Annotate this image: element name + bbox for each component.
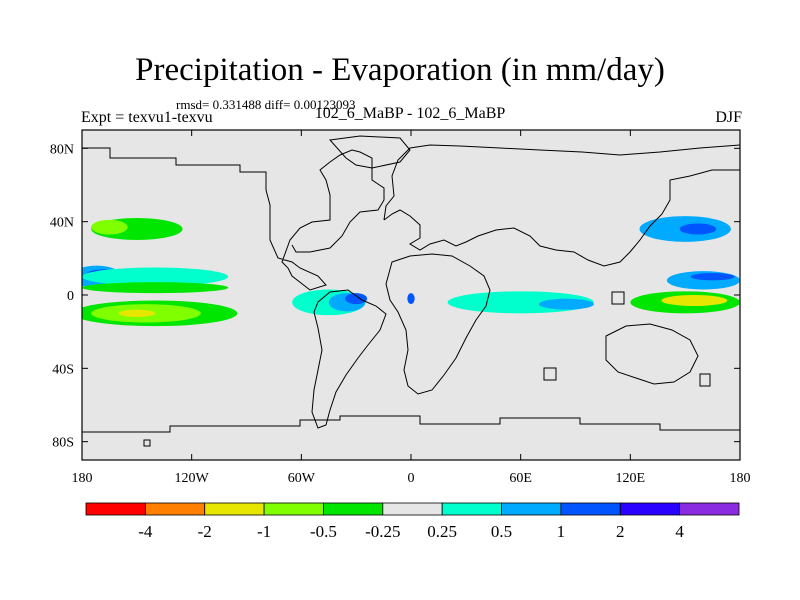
colorbar-label: -0.25: [365, 522, 400, 541]
region-north-pacific-midlat-dry-core: [91, 219, 128, 235]
x-tick-label: 180: [730, 471, 751, 486]
x-tick-label: 120E: [616, 471, 646, 486]
colorbar-swatch: [501, 502, 562, 516]
x-axis: 180 120W 60W 0 60E 120E 180: [72, 130, 751, 486]
coast-greenland: [329, 135, 411, 169]
coast-eurasia: [383, 144, 740, 267]
region-amazon-core: [345, 293, 368, 305]
x-tick-label: 60W: [288, 471, 316, 486]
colorbar-label: 0.25: [427, 522, 457, 541]
chart-title: Precipitation - Evaporation (in mm/day): [135, 52, 665, 88]
colorbar-label: 0.5: [491, 522, 512, 541]
contour-regions: [82, 216, 740, 327]
x-tick-label: 0: [408, 471, 415, 486]
season-label: DJF: [715, 109, 742, 126]
y-axis: 80N 40N 0 40S 80S: [50, 142, 740, 451]
y-tick-label: 80S: [52, 436, 74, 451]
stats-text: rmsd= 0.331488 diff= 0.00123093: [176, 97, 356, 112]
region-north-west-pacific-core: [679, 223, 717, 235]
region-north-pacific-band: [82, 267, 229, 286]
region-indian-ocean-core: [538, 298, 594, 310]
colorbar: -4 -2 -1 -0.5 -0.25 0.25 0.5 1 2 4: [85, 502, 740, 541]
case-name-label: 102_6_MaBP - 102_6_MaBP: [314, 105, 506, 122]
coastline: [82, 135, 740, 447]
coast-islands: [143, 291, 711, 447]
region-west-pacific-dry-core: [661, 295, 728, 306]
colorbar-swatch: [382, 502, 443, 516]
y-tick-label: 0: [67, 289, 74, 304]
x-tick-label: 60E: [509, 471, 532, 486]
y-tick-label: 40N: [50, 216, 74, 231]
colorbar-swatch: [619, 502, 681, 516]
coast-north-america: [82, 147, 385, 291]
coast-antarctica: [82, 415, 740, 433]
colorbar-label: -4: [138, 522, 153, 541]
colorbar-swatch: [679, 502, 740, 516]
region-africa-center-positive: [407, 293, 415, 305]
region-south-pacific-dry-core: [118, 309, 156, 318]
experiment-label: Expt = texvu1-texvu: [81, 109, 213, 126]
colorbar-swatch: [144, 502, 206, 516]
colorbar-label: -2: [198, 522, 212, 541]
x-tick-label: 120W: [175, 471, 210, 486]
y-tick-label: 40S: [52, 362, 74, 377]
coast-south-america: [311, 289, 387, 429]
colorbar-label: 2: [616, 522, 625, 541]
colorbar-swatch: [204, 502, 265, 516]
colorbar-swatch: [560, 502, 621, 516]
colorbar-swatch: [85, 502, 146, 516]
colorbar-label: -0.5: [310, 522, 337, 541]
colorbar-swatch: [323, 502, 384, 516]
colorbar-label: 4: [675, 522, 684, 541]
coast-africa: [385, 253, 491, 395]
region-west-pacific-equatorial-core: [690, 273, 735, 281]
region-north-pacific-dry-strip: [82, 282, 229, 294]
colorbar-label: 1: [557, 522, 566, 541]
x-tick-label: 180: [72, 471, 93, 486]
y-tick-label: 80N: [50, 142, 74, 157]
colorbar-swatch: [441, 502, 502, 516]
coast-australia: [605, 323, 699, 385]
colorbar-label: -1: [257, 522, 271, 541]
colorbar-swatch: [263, 502, 324, 516]
